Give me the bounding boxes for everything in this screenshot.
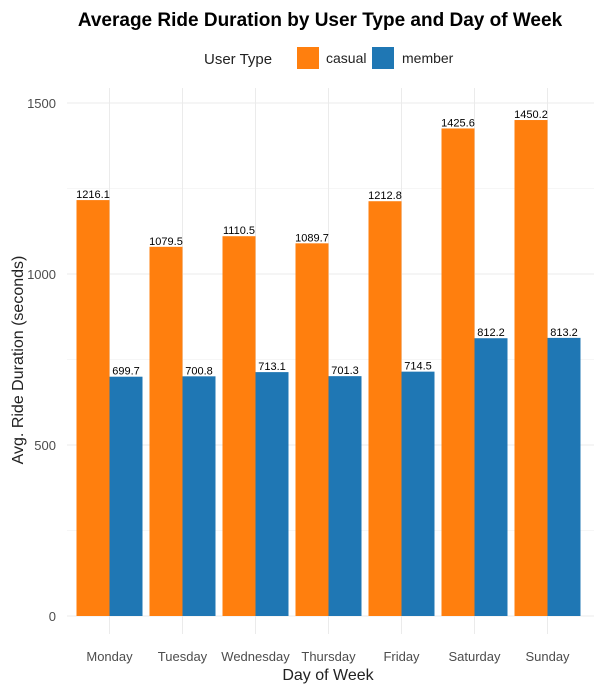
x-tick-label: Friday [383, 649, 420, 664]
bars [76, 120, 581, 617]
y-axis-ticks: 0 500 1000 1500 [27, 96, 56, 624]
data-label-casual-monday: 1216.1 [76, 189, 110, 201]
bar-member-sunday [547, 337, 581, 616]
data-label-member-sunday: 813.2 [550, 327, 578, 339]
legend-label-member: member [402, 50, 454, 66]
legend-label-casual: casual [326, 50, 366, 66]
data-label-member-friday: 714.5 [404, 361, 432, 373]
bar-member-monday [109, 376, 143, 616]
x-tick-label: Monday [86, 649, 133, 664]
data-labels: 1216.1 699.7 1079.5 700.8 1110.5 713.1 1089.7 7… [76, 109, 578, 378]
bar-casual-friday [368, 201, 402, 616]
bar-member-friday [401, 371, 435, 616]
legend-swatch-casual [297, 47, 319, 69]
bar-member-tuesday [182, 376, 216, 616]
x-tick-label: Tuesday [158, 649, 208, 664]
bar-member-thursday [328, 376, 362, 616]
bar-casual-tuesday [149, 246, 183, 616]
data-label-member-tuesday: 700.8 [185, 365, 213, 377]
data-label-member-saturday: 812.2 [477, 327, 505, 339]
data-label-member-monday: 699.7 [112, 366, 140, 378]
bar-member-wednesday [255, 372, 289, 616]
y-tick-label: 500 [34, 438, 56, 453]
data-label-casual-wednesday: 1110.5 [223, 225, 255, 237]
data-label-casual-tuesday: 1079.5 [149, 236, 183, 248]
x-tick-label: Saturday [448, 649, 501, 664]
data-label-casual-thursday: 1089.7 [295, 232, 329, 244]
data-label-member-wednesday: 713.1 [258, 361, 286, 373]
data-label-casual-saturday: 1425.6 [441, 117, 475, 129]
bar-casual-monday [76, 200, 110, 616]
x-axis-ticks: Monday Tuesday Wednesday Thursday Friday Satu… [86, 649, 570, 664]
bar-casual-saturday [441, 128, 475, 616]
data-label-member-thursday: 701.3 [331, 365, 359, 377]
data-label-casual-friday: 1212.8 [368, 190, 402, 202]
legend-title: User Type [204, 51, 272, 68]
legend-swatch-member [372, 47, 394, 69]
x-tick-label: Wednesday [221, 649, 290, 664]
x-tick-label: Thursday [301, 649, 356, 664]
bar-casual-wednesday [222, 236, 256, 617]
chart-title: Average Ride Duration by User Type and D… [78, 10, 563, 31]
y-tick-label: 1500 [27, 96, 56, 111]
data-label-casual-sunday: 1450.2 [514, 109, 548, 121]
bar-member-saturday [474, 338, 508, 616]
y-tick-label: 1000 [27, 267, 56, 282]
legend: User Type casual member [204, 47, 454, 69]
x-axis-title: Day of Week [282, 667, 374, 684]
bar-casual-sunday [514, 120, 548, 616]
x-tick-label: Sunday [525, 649, 570, 664]
bar-casual-thursday [295, 243, 329, 616]
y-axis-title: Avg. Ride Duration (seconds) [10, 256, 27, 465]
y-tick-label: 0 [49, 609, 56, 624]
